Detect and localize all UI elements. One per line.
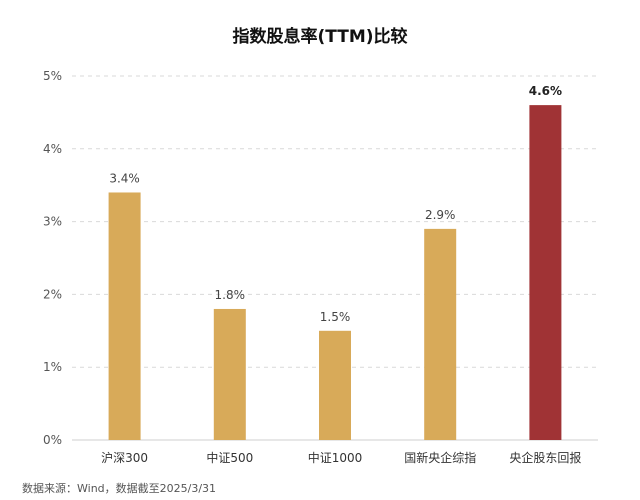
y-tick-label: 4% bbox=[43, 142, 62, 156]
y-tick-label: 3% bbox=[43, 215, 62, 229]
y-tick-label: 5% bbox=[43, 69, 62, 83]
bar bbox=[319, 330, 351, 440]
source-note: 数据来源：Wind，数据截至2025/3/31 bbox=[22, 482, 217, 495]
y-tick-label: 2% bbox=[43, 287, 62, 301]
data-label: 3.4% bbox=[109, 171, 140, 185]
x-tick-label: 中证1000 bbox=[308, 450, 363, 465]
x-tick-label: 中证500 bbox=[206, 450, 253, 465]
x-tick-label: 沪深300 bbox=[101, 451, 148, 465]
bar bbox=[108, 192, 141, 440]
bar bbox=[213, 308, 246, 440]
data-label: 1.8% bbox=[215, 288, 246, 302]
bar bbox=[529, 105, 562, 441]
chart-title: 指数股息率(TTM)比较 bbox=[232, 27, 408, 47]
x-tick-label: 央企股东回报 bbox=[509, 450, 581, 465]
data-label: 2.9% bbox=[425, 208, 456, 222]
y-tick-label: 1% bbox=[43, 360, 62, 374]
bar bbox=[424, 228, 457, 440]
data-label: 1.5% bbox=[320, 310, 351, 324]
x-tick-label: 国新央企综指 bbox=[404, 450, 476, 465]
y-tick-label: 0% bbox=[43, 433, 62, 447]
data-label: 4.6% bbox=[529, 84, 562, 98]
